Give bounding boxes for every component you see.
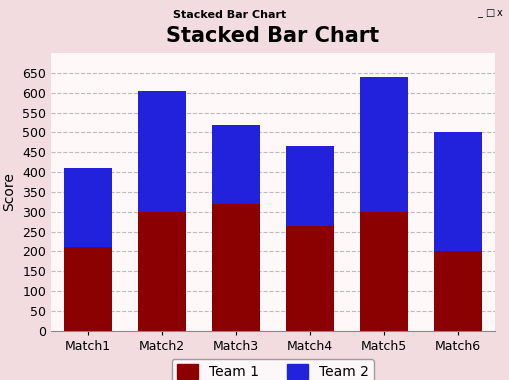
Bar [64, 168, 112, 247]
Bar [359, 212, 407, 331]
Bar [285, 146, 333, 226]
Text: □: □ [484, 8, 493, 18]
Bar [137, 91, 186, 212]
Bar [137, 212, 186, 331]
Bar [433, 133, 481, 251]
Bar [211, 125, 260, 204]
Bar [64, 247, 112, 331]
Bar [285, 226, 333, 331]
Text: x: x [496, 8, 502, 18]
Bar [359, 77, 407, 212]
Text: Stacked Bar Chart: Stacked Bar Chart [173, 10, 286, 20]
Y-axis label: Score: Score [3, 173, 17, 211]
Bar [433, 251, 481, 331]
Text: _: _ [476, 8, 481, 18]
Legend: Team 1, Team 2: Team 1, Team 2 [171, 359, 374, 380]
Bar [211, 204, 260, 331]
Title: Stacked Bar Chart: Stacked Bar Chart [166, 26, 379, 46]
